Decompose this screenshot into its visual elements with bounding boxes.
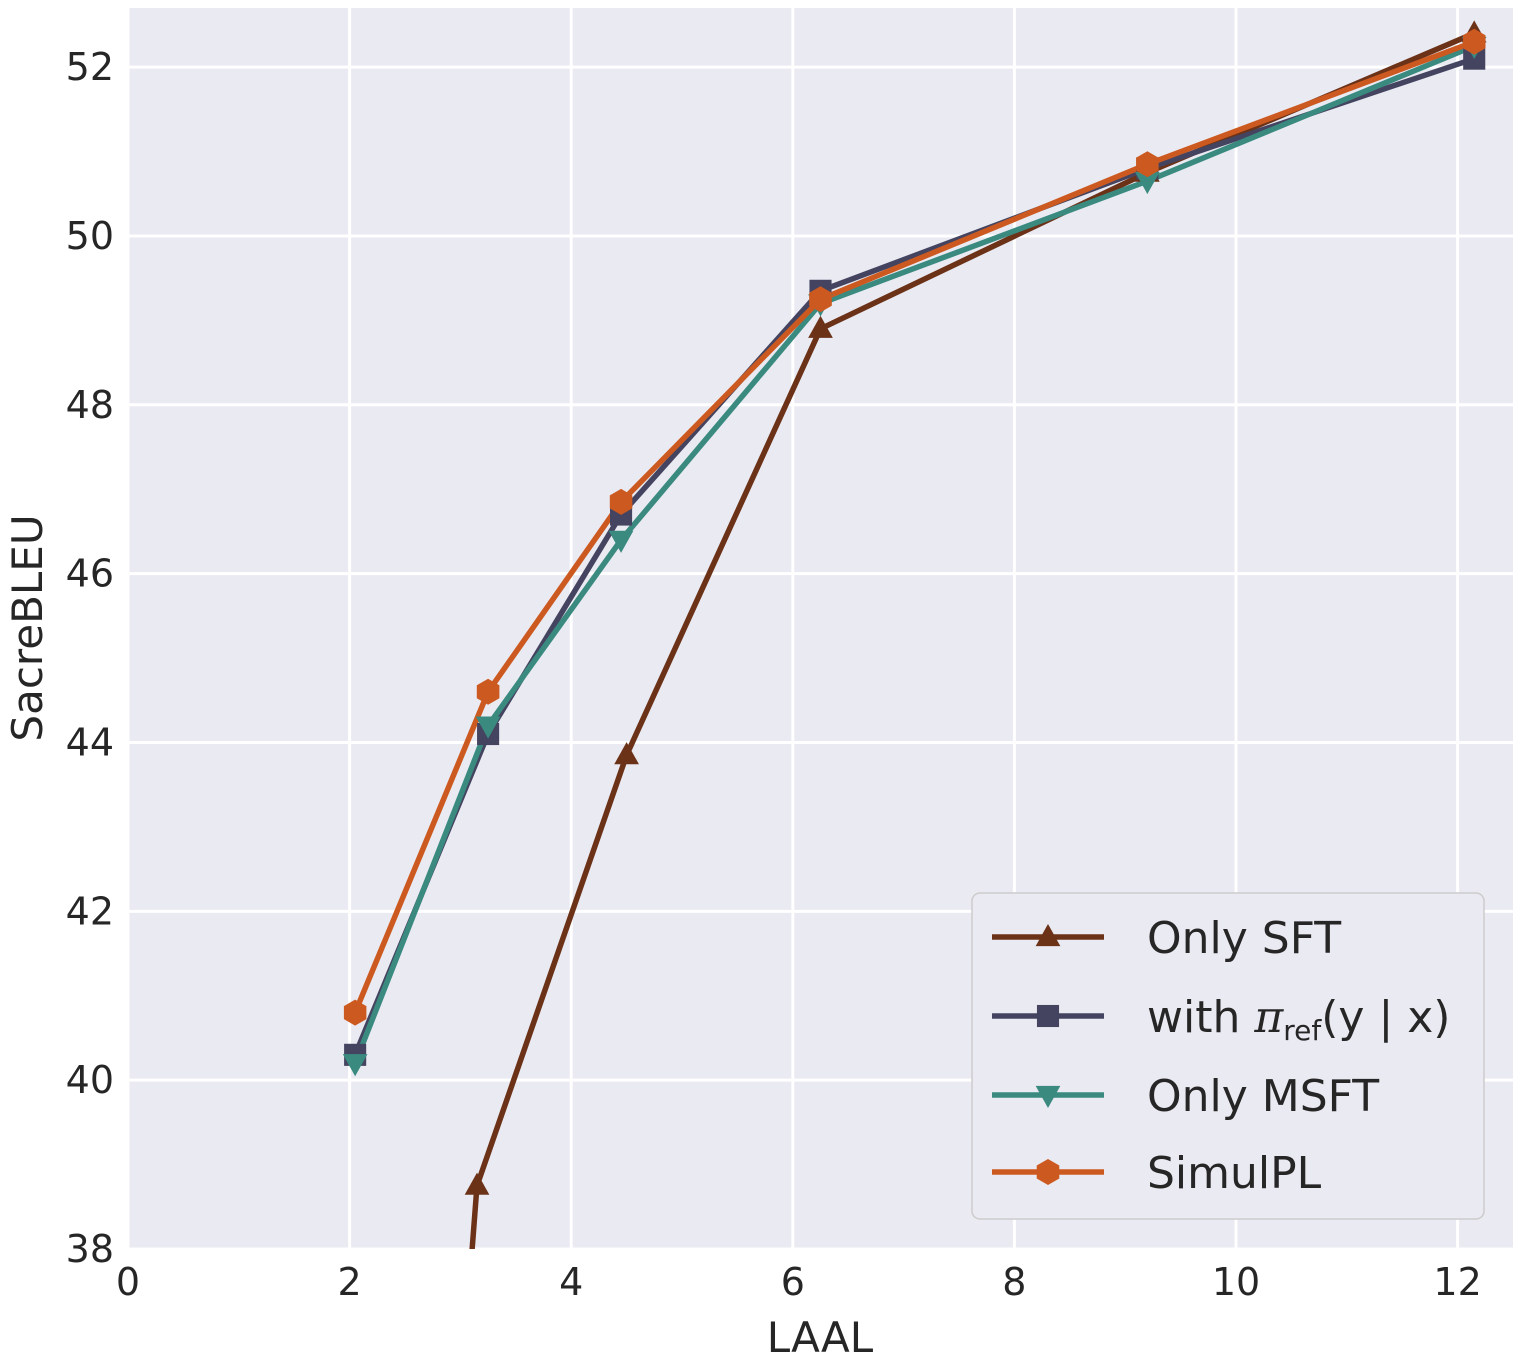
legend: Only SFT with πref(y | x) Only MSFT SimulPL <box>971 892 1485 1220</box>
legend-label: Only SFT <box>1147 913 1341 964</box>
data-point <box>614 742 639 765</box>
data-point <box>343 999 367 1026</box>
data-point <box>1136 151 1159 178</box>
data-point <box>1463 28 1486 55</box>
x-tick-labels: 0 2 4 6 8 10 12 <box>116 1260 1482 1304</box>
y-tick-label: 40 <box>66 1058 114 1102</box>
y-tick-label: 48 <box>66 383 114 427</box>
legend-marker <box>1035 1085 1061 1108</box>
x-tick-label: 8 <box>1002 1260 1026 1304</box>
y-tick-label: 38 <box>66 1227 114 1271</box>
x-tick-label: 2 <box>338 1260 362 1304</box>
legend-label: Only MSFT <box>1147 1071 1379 1122</box>
y-tick-label: 44 <box>66 720 114 764</box>
y-tick-label: 52 <box>66 45 114 89</box>
series-markers <box>342 20 1487 1195</box>
x-axis-label: LAAL <box>767 1313 874 1362</box>
legend-marker <box>1036 1159 1060 1185</box>
data-point <box>1135 171 1160 195</box>
data-point <box>476 678 500 705</box>
legend-entries: Only SFT with πref(y | x) Only MSFT SimulPL <box>992 913 1450 1199</box>
data-point <box>342 1054 368 1077</box>
x-tick-label: 0 <box>116 1260 140 1304</box>
legend-label: SimulPL <box>1147 1148 1322 1199</box>
data-point <box>464 1172 490 1195</box>
y-tick-labels: 38 40 42 44 46 48 50 52 <box>66 45 114 1271</box>
data-point <box>609 488 633 515</box>
y-tick-label: 46 <box>66 552 114 596</box>
y-axis-label: SacreBLEU <box>3 514 52 741</box>
data-point <box>475 716 501 739</box>
y-tick-label: 42 <box>66 889 114 933</box>
series-lines <box>352 30 1477 1249</box>
x-tick-label: 4 <box>559 1260 583 1304</box>
data-point <box>808 315 833 338</box>
data-point <box>809 286 832 313</box>
legend-label: with πref(y | x) <box>1147 992 1450 1047</box>
x-tick-label: 10 <box>1212 1260 1260 1304</box>
series-line-2 <box>352 43 1477 1067</box>
legend-box <box>971 892 1485 1220</box>
data-point <box>608 530 634 553</box>
x-tick-label: 6 <box>781 1260 805 1304</box>
legend-marker <box>1035 924 1061 947</box>
series-line-3 <box>352 39 1477 1016</box>
x-tick-label: 12 <box>1433 1260 1481 1304</box>
legend-marker <box>1036 1004 1060 1028</box>
y-tick-label: 50 <box>66 214 114 258</box>
